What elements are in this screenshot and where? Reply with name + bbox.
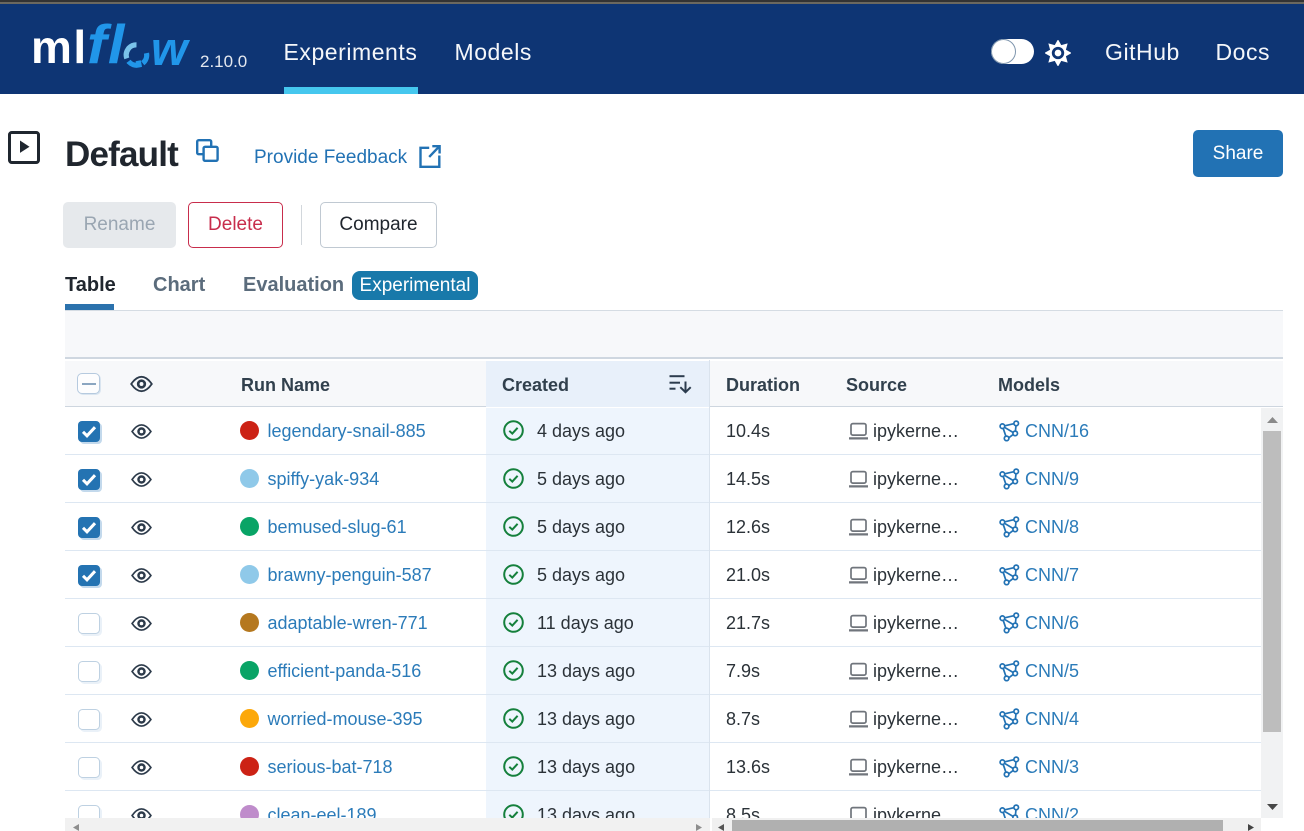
svg-text:fl: fl <box>87 14 125 75</box>
svg-text:w: w <box>151 22 191 75</box>
svg-text:ml: ml <box>31 21 88 73</box>
svg-text:2.10.0: 2.10.0 <box>200 52 247 71</box>
